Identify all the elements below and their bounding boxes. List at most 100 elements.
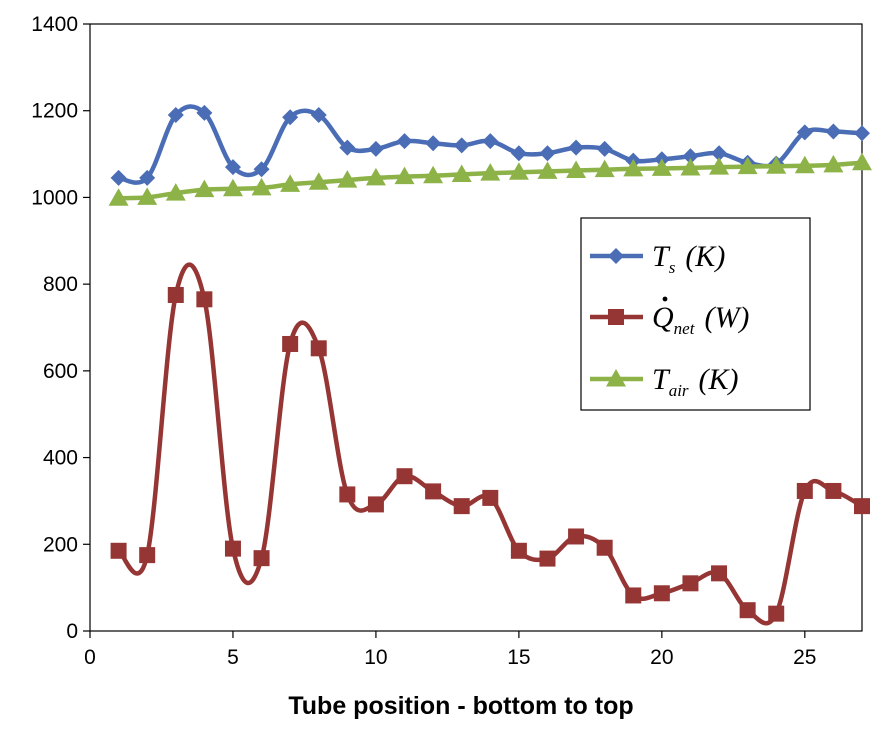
data-point: [167, 286, 184, 303]
data-point: [396, 468, 413, 485]
data-point: [568, 139, 585, 156]
data-point: [854, 125, 870, 142]
data-point: [596, 539, 613, 556]
data-point: [167, 107, 184, 124]
data-point: [482, 133, 499, 150]
data-point: [108, 188, 129, 206]
data-point: [766, 156, 787, 174]
data-point: [508, 162, 529, 180]
legend-label: Ts (K): [652, 240, 725, 277]
data-point: [825, 482, 842, 499]
data-point: [110, 542, 127, 559]
legend-swatch-marker: [608, 309, 624, 325]
legend-label: Qnet (W): [652, 301, 749, 338]
data-point: [482, 489, 499, 506]
data-point: [737, 156, 758, 175]
data-point: [310, 340, 327, 357]
data-point: [823, 154, 844, 173]
y-tick-label: 200: [43, 533, 78, 556]
data-point: [394, 166, 415, 185]
data-point: [623, 158, 644, 177]
data-point: [739, 602, 756, 619]
legend-label-sub: s: [669, 258, 676, 277]
data-point: [253, 161, 270, 178]
y-tick-label: 0: [66, 620, 78, 643]
y-tick-label: 400: [43, 447, 78, 470]
legend-label-unit: (W): [704, 301, 749, 334]
data-point: [594, 159, 615, 178]
series-line: [117, 262, 864, 626]
x-tick-label: 5: [227, 646, 239, 669]
data-point: [852, 152, 872, 171]
legend-swatch-marker: [608, 248, 624, 264]
data-point: [367, 140, 384, 157]
legend-label-sub: air: [669, 381, 689, 400]
data-point: [224, 540, 241, 557]
data-point: [282, 335, 299, 352]
y-tick-label: 1400: [31, 13, 78, 36]
x-tick-label: 15: [507, 646, 530, 669]
data-point: [566, 160, 587, 179]
data-point: [425, 483, 442, 500]
data-point: [423, 165, 444, 184]
data-point: [367, 496, 384, 513]
data-point: [224, 159, 241, 176]
data-point: [651, 158, 672, 176]
data-point: [196, 291, 213, 308]
data-point: [682, 575, 699, 592]
legend-entry: Ts (K): [590, 240, 725, 277]
data-point: [139, 169, 156, 186]
data-point: [110, 169, 127, 186]
data-point: [653, 585, 670, 602]
y-tick-label: 1000: [31, 186, 78, 209]
dot-accent: [662, 296, 668, 302]
data-point: [680, 157, 701, 176]
data-point: [510, 145, 527, 162]
data-point: [709, 157, 730, 175]
data-point: [194, 179, 215, 198]
data-point: [537, 161, 558, 179]
data-point: [768, 605, 785, 622]
legend-label-main: T: [652, 240, 671, 273]
data-point: [568, 528, 585, 545]
legend-label-sub: net: [674, 319, 696, 338]
data-point: [253, 550, 270, 567]
data-point: [165, 183, 186, 201]
data-point: [251, 177, 272, 196]
data-point: [711, 565, 728, 582]
data-point: [453, 137, 470, 154]
data-point: [596, 140, 613, 157]
legend-entry: Tair (K): [590, 363, 739, 400]
data-point: [139, 547, 156, 564]
series-1: [110, 262, 870, 626]
data-point: [796, 124, 813, 141]
axes-ticks: 0 200 400 600 800 1000 1200 1400 0 5 10 15 20 25: [31, 13, 816, 669]
x-tick-label: 20: [650, 646, 673, 669]
data-point: [396, 133, 413, 150]
x-tick-label: 0: [84, 646, 96, 669]
data-point: [308, 172, 329, 190]
series-0: [110, 104, 870, 186]
data-point: [337, 170, 358, 188]
data-point: [510, 542, 527, 559]
data-point: [854, 498, 870, 515]
y-tick-label: 600: [43, 360, 78, 383]
data-point: [425, 135, 442, 152]
data-point: [711, 145, 728, 162]
data-point: [453, 498, 470, 515]
x-axis-title: Tube position - bottom to top: [288, 692, 633, 720]
data-point: [282, 109, 299, 126]
data-point: [796, 482, 813, 499]
legend-swatch-marker: [606, 369, 626, 387]
y-tick-label: 800: [43, 273, 78, 296]
legend-entry: Qnet (W): [590, 296, 749, 338]
data-point: [280, 174, 301, 192]
x-tick-label: 10: [364, 646, 387, 669]
data-point: [682, 148, 699, 165]
data-point: [137, 187, 158, 205]
data-point: [451, 164, 472, 182]
data-point: [539, 550, 556, 567]
data-point: [222, 178, 243, 197]
